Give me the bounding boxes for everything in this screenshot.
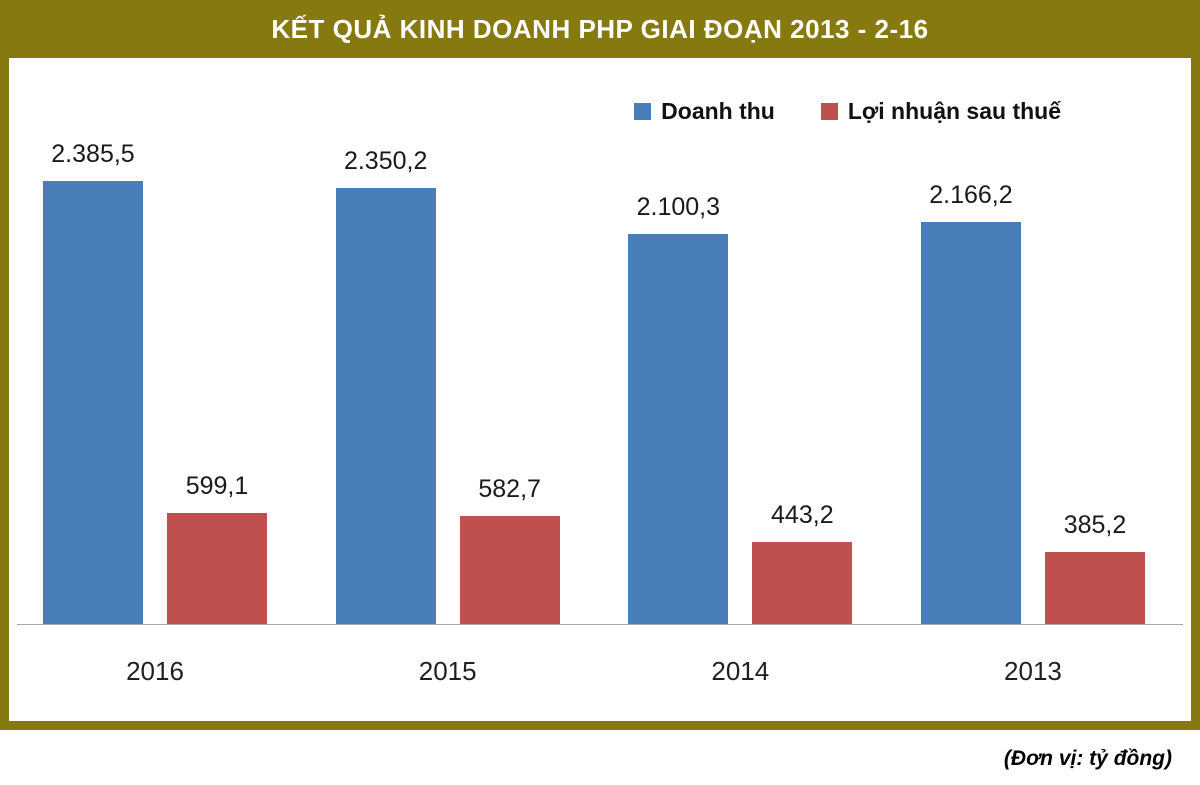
bar-wrap-profit-2016: 599,1	[167, 472, 267, 624]
chart-title: KẾT QUẢ KINH DOANH PHP GIAI ĐOẠN 2013 - …	[271, 13, 929, 44]
bar-profit-2014	[752, 542, 853, 624]
bar-group-2014: 2.100,3 443,2	[628, 193, 853, 624]
value-label-profit-2013: 385,2	[1063, 511, 1127, 539]
bar-group-2016: 2.385,5 599,1	[43, 140, 267, 624]
bar-wrap-profit-2014: 443,2	[752, 501, 853, 624]
chart-title-bar: KẾT QUẢ KINH DOANH PHP GIAI ĐOẠN 2013 - …	[0, 0, 1200, 58]
bar-group-2015: 2.350,2 582,7	[335, 147, 560, 624]
x-axis-label-2014: 2014	[711, 656, 770, 686]
bar-wrap-revenue-2015: 2.350,2	[335, 147, 436, 624]
bar-profit-2015	[459, 516, 560, 624]
profit-swatch-icon	[820, 103, 838, 120]
value-label-revenue-2014: 2.100,3	[636, 193, 721, 221]
x-axis-labels: 2016 2015 2014 2013	[43, 656, 1145, 687]
bar-group-2013: 2.166,2 385,2	[920, 181, 1145, 624]
legend-label-profit: Lợi nhuận sau thuế	[847, 98, 1061, 124]
value-label-profit-2015: 582,7	[478, 475, 541, 503]
value-label-profit-2016: 599,1	[185, 472, 249, 500]
bar-wrap-revenue-2016: 2.385,5	[43, 140, 143, 624]
x-axis-label-2015: 2015	[418, 656, 477, 686]
bar-wrap-revenue-2014: 2.100,3	[628, 193, 729, 624]
x-axis-label-2016: 2016	[126, 656, 184, 686]
bar-revenue-2015	[335, 188, 436, 624]
bar-wrap-profit-2015: 582,7	[459, 475, 560, 624]
value-label-revenue-2013: 2.166,2	[929, 181, 1013, 209]
chart-frame: Doanh thu Lợi nhuận sau thuế 2.385,5 599,…	[0, 58, 1200, 730]
x-axis-label-2013: 2013	[1004, 656, 1062, 686]
plot-area: 2.385,5 599,1 2.350,2 582,7 2.100,3 443,2 2.16…	[43, 140, 1145, 624]
unit-note: (Đơn vị: tỷ đồng)	[1003, 747, 1172, 770]
legend-label-revenue: Doanh thu	[661, 98, 775, 124]
value-label-profit-2014: 443,2	[771, 501, 834, 529]
x-axis-line	[17, 624, 1183, 625]
bar-wrap-revenue-2013: 2.166,2	[920, 181, 1021, 624]
value-label-revenue-2015: 2.350,2	[343, 147, 428, 175]
bar-profit-2013	[1044, 552, 1145, 624]
revenue-swatch-icon	[634, 103, 652, 120]
bar-revenue-2013	[920, 222, 1021, 624]
bar-revenue-2016	[43, 181, 143, 624]
legend: Doanh thu Lợi nhuận sau thuế	[634, 98, 1061, 125]
legend-item-revenue: Doanh thu	[634, 98, 775, 125]
value-label-revenue-2016: 2.385,5	[51, 140, 135, 168]
bar-revenue-2014	[628, 234, 729, 624]
bar-profit-2016	[167, 513, 267, 624]
legend-item-profit: Lợi nhuận sau thuế	[820, 98, 1061, 125]
bar-wrap-profit-2013: 385,2	[1044, 511, 1145, 624]
